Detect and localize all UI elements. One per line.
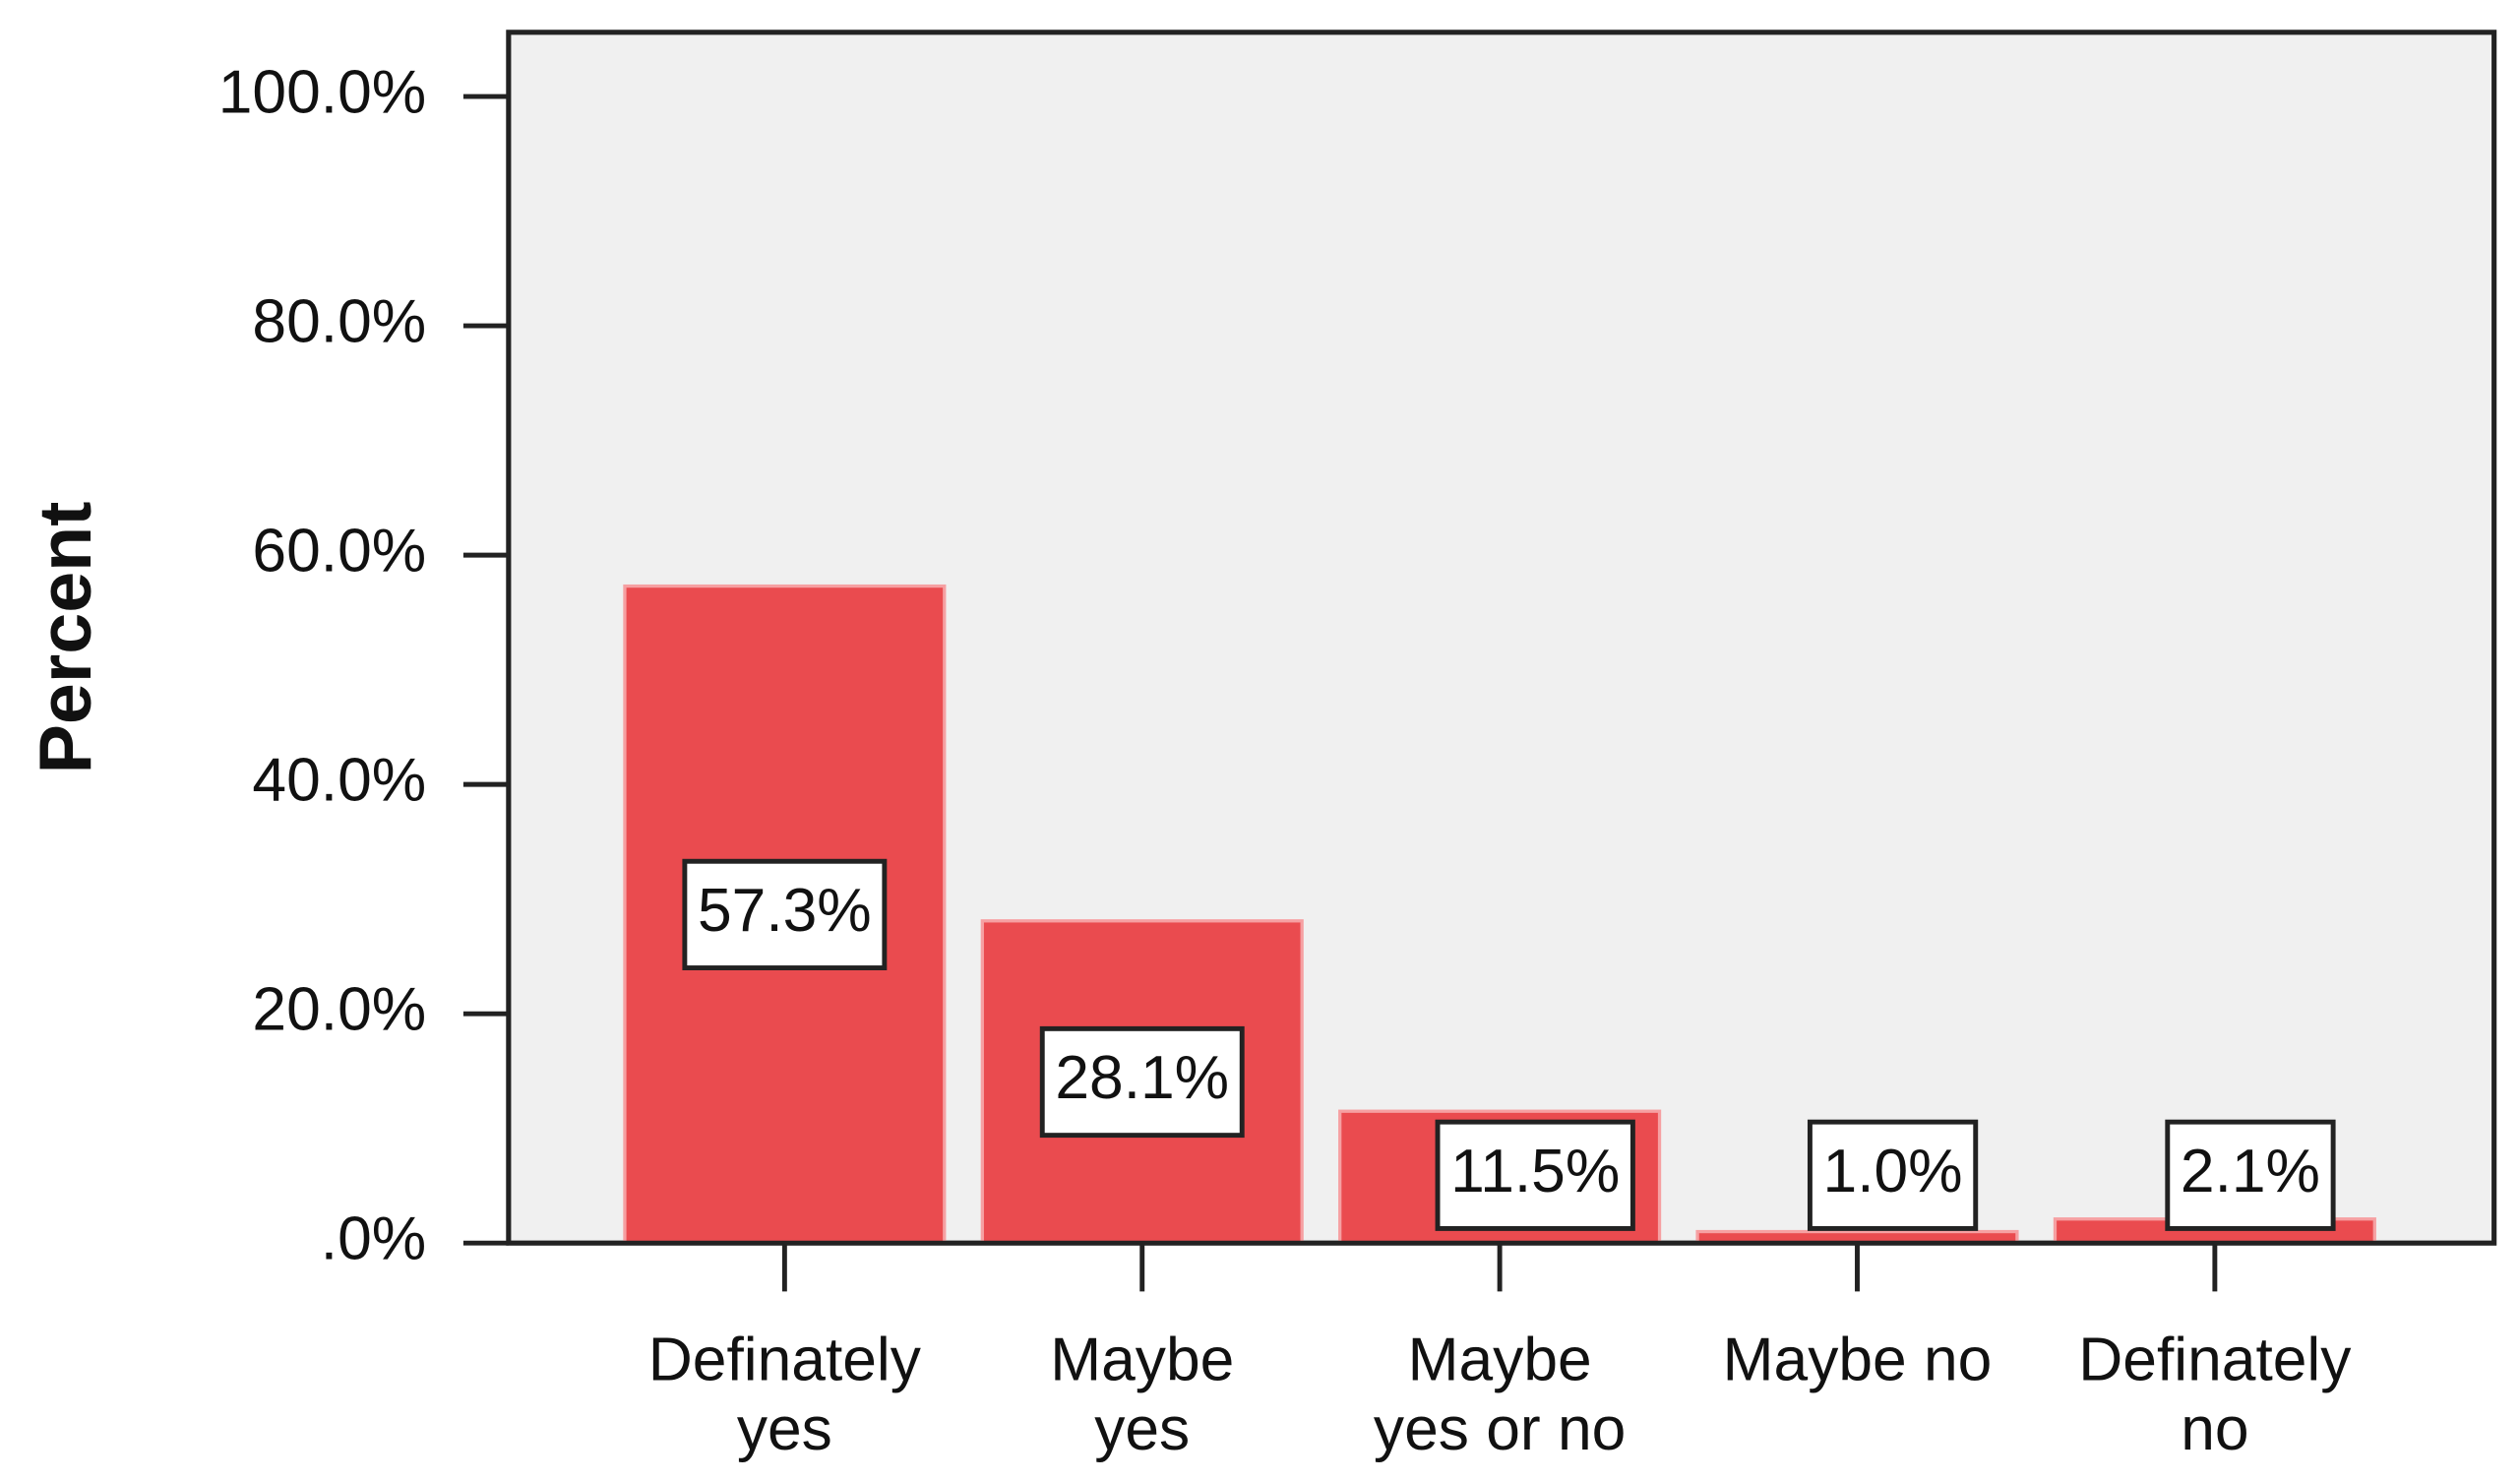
value-label-box	[682, 858, 888, 970]
x-tick-label: Definately	[648, 1327, 922, 1394]
value-label: 2.1%	[2181, 1138, 2320, 1205]
y-tick-label: 100.0%	[218, 59, 426, 127]
x-tick-label: yes	[1094, 1395, 1190, 1463]
value-label-box	[1039, 1025, 1245, 1139]
x-tick-label: Maybe no	[1723, 1327, 1993, 1394]
value-label: 11.5%	[1450, 1138, 1620, 1205]
x-tick-label: yes or no	[1374, 1395, 1626, 1463]
value-label: 57.3%	[698, 877, 872, 945]
x-tick-label: no	[2181, 1395, 2248, 1463]
plot-area	[506, 30, 2497, 1246]
y-tick-label: 80.0%	[252, 288, 426, 356]
y-axis-label: Percent	[24, 502, 106, 774]
y-tick-label: 20.0%	[252, 976, 426, 1044]
x-tick-label: Definately	[2078, 1327, 2352, 1394]
x-tick-label: Maybe	[1050, 1327, 1234, 1394]
value-label: 1.0%	[1823, 1138, 1963, 1205]
y-tick-label: .0%	[321, 1205, 426, 1273]
x-tick-label: Maybe	[1408, 1327, 1592, 1394]
y-tick-label: 40.0%	[252, 747, 426, 815]
value-label-box	[2165, 1119, 2336, 1231]
value-label-box	[1807, 1119, 1979, 1231]
x-tick-label: yes	[737, 1395, 832, 1463]
value-label: 28.1%	[1055, 1044, 1229, 1112]
y-tick-label: 60.0%	[252, 518, 426, 586]
value-label-box	[1435, 1119, 1635, 1231]
